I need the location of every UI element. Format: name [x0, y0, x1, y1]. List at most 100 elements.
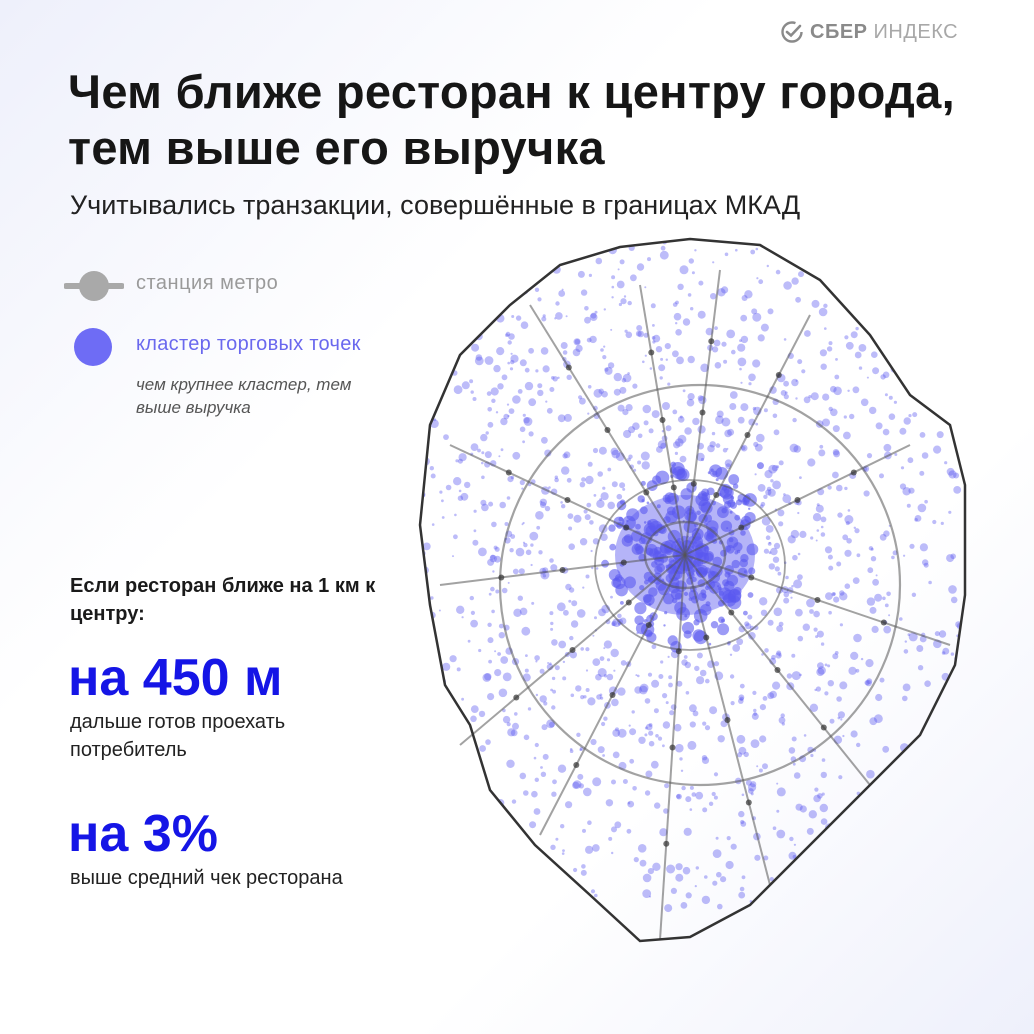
cluster-point — [583, 509, 588, 514]
cluster-point — [587, 697, 596, 706]
cluster-point — [754, 473, 757, 476]
cluster-point — [570, 620, 579, 628]
cluster-point — [737, 752, 743, 758]
cluster-point — [750, 781, 757, 788]
cluster-point — [565, 315, 568, 318]
cluster-point — [686, 398, 695, 407]
cluster-point — [714, 326, 718, 330]
cluster-point — [521, 626, 531, 636]
cluster-point — [820, 272, 826, 278]
metro-station — [690, 480, 697, 487]
cluster-point — [891, 555, 895, 560]
cluster-point — [813, 610, 820, 618]
cluster-point — [652, 340, 656, 344]
cluster-point — [507, 361, 510, 365]
cluster-point — [950, 553, 956, 560]
cluster-point — [620, 298, 627, 305]
cluster-point — [651, 644, 657, 650]
cluster-point — [750, 792, 754, 796]
cluster-point — [855, 668, 860, 673]
cluster-point — [637, 674, 640, 678]
cluster-point — [773, 429, 780, 436]
cluster-point — [820, 516, 827, 523]
cluster-point — [855, 326, 859, 331]
cluster-point — [688, 258, 694, 264]
cluster-point — [665, 358, 668, 361]
cluster-point — [828, 406, 833, 412]
cluster-point — [919, 543, 929, 552]
cluster-point — [481, 475, 485, 480]
cluster-point — [863, 490, 870, 497]
cluster-point — [793, 579, 803, 589]
cluster-point — [593, 388, 603, 398]
cluster-point — [799, 673, 802, 677]
cluster-point — [554, 475, 558, 479]
cluster-point — [716, 871, 722, 878]
cluster-point — [792, 554, 798, 561]
cluster-point — [485, 739, 491, 745]
metro-station — [643, 489, 650, 496]
cluster-point — [430, 596, 434, 600]
cluster-point — [625, 404, 633, 412]
cluster-point — [908, 487, 915, 494]
cluster-point — [778, 621, 784, 627]
cluster-point — [674, 451, 678, 455]
cluster-point — [748, 567, 756, 575]
cluster-point — [505, 333, 509, 337]
cluster-point — [627, 457, 631, 462]
cluster-point — [845, 521, 850, 526]
cluster-point — [542, 574, 547, 578]
cluster-point — [618, 302, 622, 307]
cluster-point — [535, 693, 539, 697]
cluster-point — [679, 415, 683, 419]
cluster-point — [639, 859, 647, 867]
cluster-point — [590, 889, 596, 894]
cluster-point — [872, 367, 880, 375]
cluster-point — [512, 568, 519, 575]
cluster-point — [795, 397, 798, 400]
cluster-point — [893, 400, 897, 404]
cluster-point — [602, 355, 607, 360]
cluster-point — [484, 451, 492, 459]
cluster-point — [551, 639, 558, 646]
cluster-point — [676, 794, 681, 799]
cluster-point — [654, 565, 663, 575]
cluster-point — [470, 705, 479, 713]
cluster-point — [566, 253, 573, 259]
cluster-point — [817, 793, 823, 799]
cluster-point — [497, 652, 501, 656]
cluster-point — [581, 477, 586, 482]
cluster-point — [580, 695, 585, 700]
cluster-point — [716, 410, 724, 418]
cluster-point — [584, 316, 591, 324]
cluster-point — [609, 543, 617, 551]
metro-station — [663, 840, 670, 847]
cluster-point — [760, 501, 766, 507]
cluster-point — [766, 486, 772, 492]
cluster-point — [579, 538, 588, 546]
cluster-point — [745, 623, 752, 630]
cluster-point — [820, 363, 827, 370]
cluster-point — [550, 844, 556, 850]
cluster-point — [756, 433, 765, 443]
cluster-point — [495, 589, 500, 594]
cluster-point — [514, 712, 518, 716]
cluster-point — [530, 563, 533, 567]
cluster-point — [854, 528, 860, 534]
cluster-point — [762, 696, 768, 701]
cluster-point — [617, 687, 626, 696]
cluster-point — [442, 662, 451, 671]
cluster-point — [627, 300, 632, 306]
cluster-point — [620, 660, 627, 666]
cluster-point — [461, 697, 464, 701]
cluster-point — [603, 674, 608, 678]
cluster-point — [781, 722, 785, 726]
cluster-point — [639, 683, 649, 693]
cluster-point — [953, 472, 960, 479]
cluster-point — [525, 549, 532, 556]
cluster-point — [791, 671, 801, 681]
cluster-point — [508, 408, 515, 414]
cluster-point — [685, 796, 692, 803]
cluster-point — [738, 746, 747, 755]
cluster-point — [612, 751, 620, 759]
